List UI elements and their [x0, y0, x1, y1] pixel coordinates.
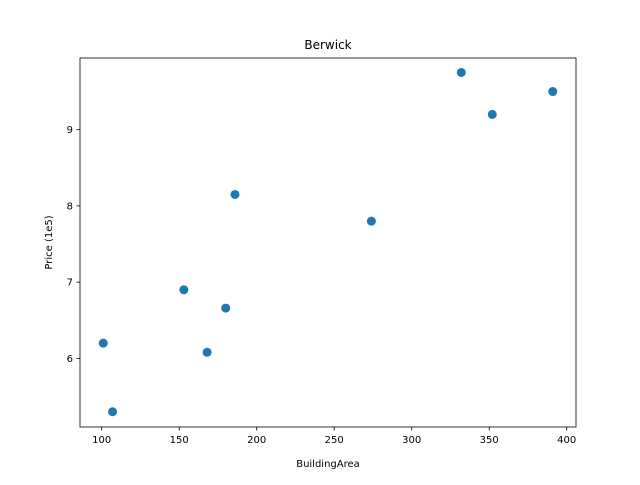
y-tick-label-0: 6: [67, 354, 73, 365]
data-point-0-3: [202, 347, 212, 357]
data-point-0-4: [221, 303, 231, 313]
x-tick-label-0: 100: [92, 435, 111, 446]
x-tick-label-3: 250: [325, 435, 344, 446]
x-tick-label-6: 400: [557, 435, 576, 446]
data-point-0-1: [108, 407, 118, 417]
x-axis-label: BuildingArea: [296, 459, 360, 470]
ticks-layer: 100 150 200 250 300 350 400 6 7 8 9: [67, 125, 577, 446]
data-point-0-9: [548, 87, 558, 97]
y-tick-label-2: 8: [67, 201, 73, 212]
data-point-0-6: [366, 216, 376, 226]
plot-frame: [79, 57, 577, 428]
points-layer: [98, 67, 558, 417]
x-tick-label-2: 200: [247, 435, 266, 446]
x-tick-label-5: 350: [480, 435, 499, 446]
data-point-0-8: [487, 109, 497, 119]
data-point-0-7: [456, 67, 466, 77]
y-axis-label: Price (1e5): [44, 215, 55, 269]
x-tick-label-1: 150: [170, 435, 189, 446]
y-tick-label-1: 7: [67, 278, 73, 289]
data-point-0-5: [230, 189, 240, 199]
data-point-0-0: [98, 338, 108, 348]
y-tick-label-3: 9: [67, 125, 73, 136]
x-tick-label-4: 300: [402, 435, 421, 446]
data-point-0-2: [179, 285, 189, 295]
chart-title: Berwick: [304, 38, 351, 52]
